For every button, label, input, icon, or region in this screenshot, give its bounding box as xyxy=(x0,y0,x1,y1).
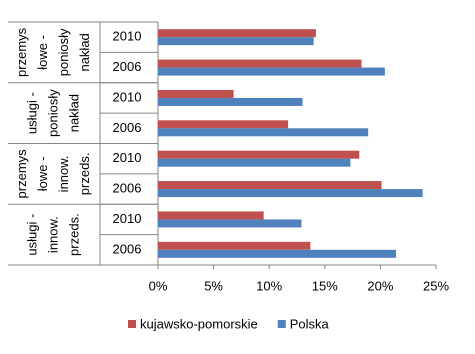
group-label: łowe - xyxy=(35,157,50,192)
y-tick-label: 2006 xyxy=(113,181,142,196)
x-tick-label: 20% xyxy=(367,278,393,293)
x-tick-label: 0% xyxy=(149,278,168,293)
x-tick-label: 15% xyxy=(312,278,338,293)
legend-label: Polska xyxy=(290,316,330,331)
bar xyxy=(158,89,234,98)
bar xyxy=(158,59,362,68)
group-label: łowe - xyxy=(35,35,50,70)
x-tick-label: 10% xyxy=(256,278,282,293)
group-label: innow. xyxy=(56,155,71,192)
group-label: innow. xyxy=(45,216,60,253)
bar xyxy=(158,219,302,228)
y-tick-label: 2006 xyxy=(113,120,142,135)
y-tick-label: 2010 xyxy=(113,211,142,226)
y-tick-label: 2006 xyxy=(113,241,142,256)
bar xyxy=(158,67,385,76)
bar xyxy=(158,97,303,106)
bar xyxy=(158,158,351,167)
legend-label: kujawsko-pomorskie xyxy=(140,316,258,331)
group-label: usługi - xyxy=(24,214,39,256)
bar xyxy=(158,150,360,159)
bar xyxy=(158,249,396,258)
y-tick-label: 2010 xyxy=(113,29,142,44)
group-label: usługi - xyxy=(24,92,39,134)
bar xyxy=(158,29,316,38)
bar xyxy=(158,211,264,220)
group-label: przeds. xyxy=(77,153,92,196)
group-label: poniosły xyxy=(45,89,60,137)
bar xyxy=(158,120,289,129)
y-tick-label: 2010 xyxy=(113,150,142,165)
y-tick-label: 2010 xyxy=(113,89,142,104)
x-tick-label: 25% xyxy=(423,278,449,293)
bar xyxy=(158,37,314,46)
bar xyxy=(158,128,369,137)
group-label: nakład xyxy=(77,33,92,71)
legend-swatch xyxy=(128,320,136,328)
group-label: nakład xyxy=(66,94,81,132)
bar xyxy=(158,181,382,190)
bar xyxy=(158,241,311,250)
bar xyxy=(158,189,423,198)
group-label: przeds. xyxy=(66,213,81,256)
y-tick-label: 2006 xyxy=(113,59,142,74)
x-tick-label: 5% xyxy=(204,278,223,293)
group-label: przemys xyxy=(14,149,29,199)
group-label: przemys xyxy=(14,27,29,77)
group-label: poniosły xyxy=(56,28,71,76)
legend-swatch xyxy=(277,320,286,328)
